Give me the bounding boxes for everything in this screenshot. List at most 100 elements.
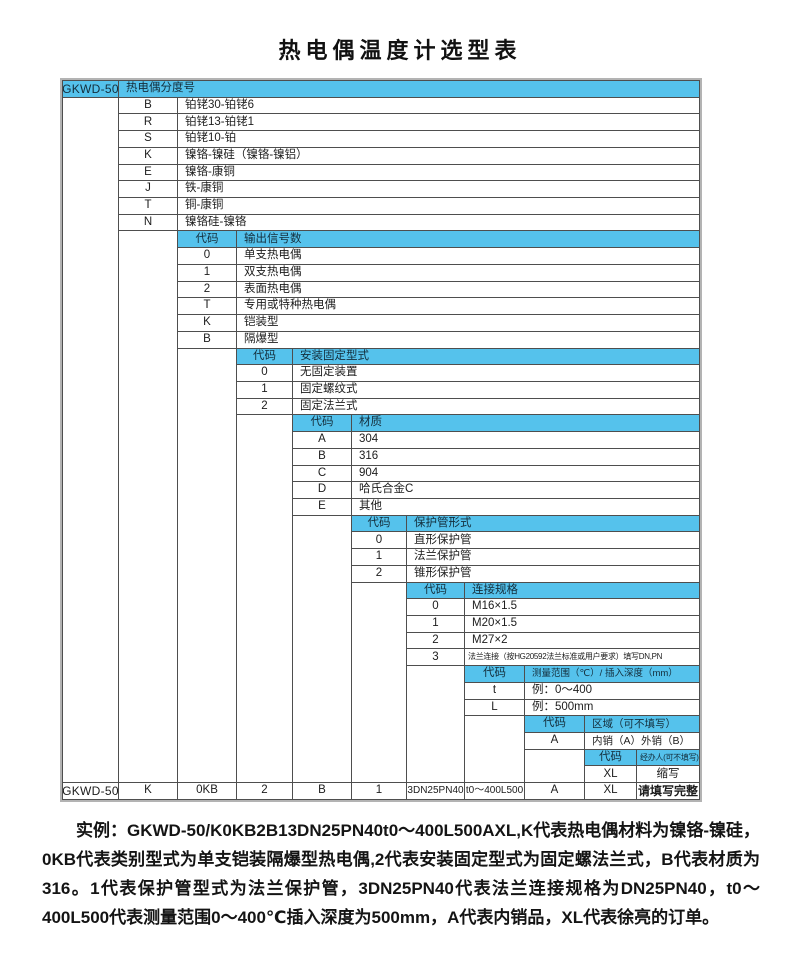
- empty-cell: [178, 348, 237, 784]
- code-cell: N: [119, 214, 178, 232]
- code-cell: 1: [352, 549, 407, 566]
- summary-cell: 2: [237, 783, 293, 800]
- section-header-material: 材质: [352, 415, 700, 433]
- desc-cell: 哈氏合金C: [352, 482, 700, 499]
- code-cell: E: [119, 164, 178, 182]
- code-header-cell: 代码: [352, 515, 407, 533]
- summary-cell: B: [293, 783, 352, 800]
- code-cell: 2: [178, 281, 237, 299]
- empty-cell: [119, 231, 178, 784]
- desc-cell: 隔爆型: [237, 331, 700, 349]
- empty-cell: [63, 97, 119, 784]
- desc-cell: 铜-康铜: [178, 198, 700, 215]
- code-cell: K: [119, 147, 178, 165]
- desc-cell: 304: [352, 432, 700, 449]
- code-cell: 0: [178, 248, 237, 265]
- desc-cell: 铂铑10-铂: [178, 131, 700, 148]
- desc-cell: 铁-康铜: [178, 181, 700, 199]
- desc-cell: 固定法兰式: [293, 398, 700, 416]
- desc-cell: 铠装型: [237, 315, 700, 332]
- summary-cell: t0～400L500: [465, 783, 525, 800]
- section-header-mount: 安装固定型式: [293, 348, 700, 366]
- code-cell: 2: [352, 565, 407, 583]
- desc-cell: 专用或特种热电偶: [237, 298, 700, 316]
- code-cell: 0: [407, 599, 465, 616]
- code-cell: K: [178, 315, 237, 332]
- section-header-region: 区域（可不填写）: [585, 716, 700, 734]
- desc-cell: 直形保护管: [407, 532, 700, 550]
- code-header-cell: 代码: [585, 749, 637, 767]
- code-header-cell: 代码: [237, 348, 293, 366]
- code-cell: B: [293, 448, 352, 466]
- empty-cell: [293, 515, 352, 784]
- selection-table-grid: GKWD-50 热电偶分度号 B 铂铑30-铂铑6 R 铂铑13-铂铑1 S 铂…: [62, 80, 700, 800]
- code-header-cell: 代码: [407, 582, 465, 600]
- desc-cell: 镍铬硅-镍铬: [178, 214, 700, 232]
- code-cell: B: [119, 97, 178, 115]
- section-header-range: 测量范围（℃）/ 插入深度（mm）: [525, 666, 700, 683]
- desc-cell: 其他: [352, 498, 700, 516]
- code-cell: 0: [237, 365, 293, 382]
- page-title: 热电偶温度计选型表: [278, 38, 522, 63]
- desc-cell: 例：0～400: [525, 682, 700, 700]
- code-cell: 1: [407, 616, 465, 633]
- section-header-handler: 经办人(可不填写): [637, 749, 700, 767]
- summary-cell: K: [119, 783, 178, 800]
- code-cell: S: [119, 131, 178, 148]
- desc-cell: 双支热电偶: [237, 264, 700, 282]
- desc-cell: 固定螺纹式: [293, 381, 700, 399]
- desc-cell: 904: [352, 465, 700, 483]
- summary-cell-note: 请填写完整: [637, 783, 700, 800]
- code-cell: 1: [237, 381, 293, 399]
- desc-cell: 法兰保护管: [407, 549, 700, 566]
- desc-cell: M20×1.5: [465, 616, 700, 633]
- empty-cell: [465, 716, 525, 784]
- desc-cell: 铂铑30-铂铑6: [178, 97, 700, 115]
- empty-cell: [352, 582, 407, 784]
- desc-cell: 例：500mm: [525, 699, 700, 717]
- empty-cell: [525, 749, 585, 784]
- code-header-cell: 代码: [178, 231, 237, 249]
- section-header-division: 热电偶分度号: [119, 81, 700, 98]
- summary-cell: 3DN25PN40: [407, 783, 465, 800]
- section-header-connection: 连接规格: [465, 582, 700, 600]
- code-cell: 0: [352, 532, 407, 550]
- code-cell: 2: [407, 632, 465, 650]
- code-cell: C: [293, 465, 352, 483]
- code-header-cell: 代码: [293, 415, 352, 433]
- code-cell: E: [293, 498, 352, 516]
- code-cell: XL: [585, 766, 637, 784]
- desc-cell: 法兰连接（按HG20592法兰标准或用户要求）填写DN,PN: [465, 649, 700, 667]
- summary-cell: 0KB: [178, 783, 237, 800]
- summary-cell: 1: [352, 783, 407, 800]
- desc-cell: M16×1.5: [465, 599, 700, 616]
- code-cell: T: [119, 198, 178, 215]
- code-cell: R: [119, 114, 178, 132]
- desc-cell: 表面热电偶: [237, 281, 700, 299]
- desc-cell: 镍铬-康铜: [178, 164, 700, 182]
- code-cell: T: [178, 298, 237, 316]
- desc-cell: 铂铑13-铂铑1: [178, 114, 700, 132]
- desc-cell: 无固定装置: [293, 365, 700, 382]
- code-cell: 3: [407, 649, 465, 667]
- desc-cell: 锥形保护管: [407, 565, 700, 583]
- empty-cell: [237, 415, 293, 784]
- summary-cell: A: [525, 783, 585, 800]
- code-cell: t: [465, 682, 525, 700]
- code-cell: A: [525, 733, 585, 750]
- desc-cell: 316: [352, 448, 700, 466]
- code-cell: B: [178, 331, 237, 349]
- code-cell: 2: [237, 398, 293, 416]
- section-header-tube: 保护管形式: [407, 515, 700, 533]
- code-cell: L: [465, 699, 525, 717]
- code-header-cell: 代码: [525, 716, 585, 734]
- code-cell: D: [293, 482, 352, 499]
- summary-cell: XL: [585, 783, 637, 800]
- desc-cell: 单支热电偶: [237, 248, 700, 265]
- code-cell: 1: [178, 264, 237, 282]
- example-paragraph: 实例：GKWD-50/K0KB2B13DN25PN40t0～400L500AXL…: [42, 820, 760, 927]
- code-header-cell: 代码: [465, 666, 525, 683]
- summary-cell: GKWD-50: [63, 783, 119, 800]
- code-cell: J: [119, 181, 178, 199]
- desc-cell: 内销（A）外销（B）: [585, 733, 700, 750]
